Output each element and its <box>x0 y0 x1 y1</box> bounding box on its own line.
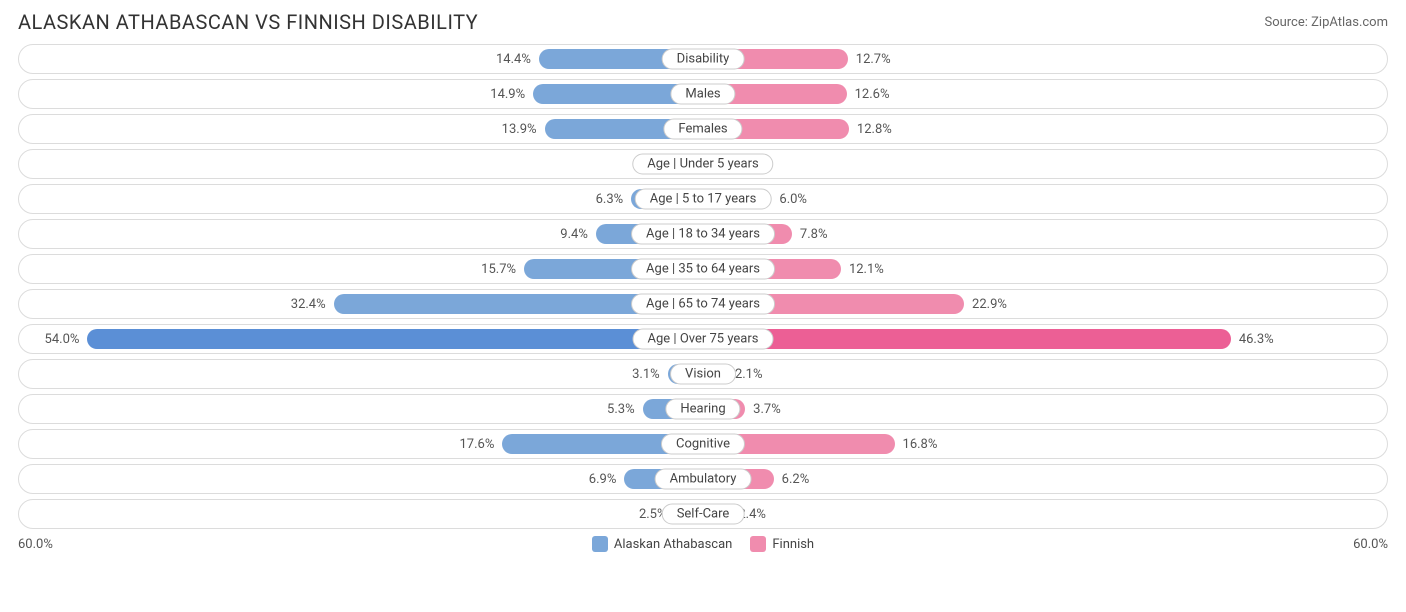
chart-row: 9.4% 7.8% Age | 18 to 34 years <box>18 219 1388 249</box>
category-label: Vision <box>670 364 736 385</box>
row-left-half: 3.1% <box>19 360 703 388</box>
right-value-label: 6.0% <box>771 192 815 207</box>
chart-row: 5.3% 3.7% Hearing <box>18 394 1388 424</box>
row-left-half: 2.5% <box>19 500 703 528</box>
row-right-half: 6.0% <box>703 185 1387 213</box>
axis-max-left: 60.0% <box>18 537 53 552</box>
chart-row: 14.4% 12.7% Disability <box>18 44 1388 74</box>
row-left-half: 14.4% <box>19 45 703 73</box>
category-label: Age | 65 to 74 years <box>631 294 775 315</box>
right-value-label: 16.8% <box>895 437 946 452</box>
left-value-label: 14.9% <box>482 87 533 102</box>
row-left-half: 1.5% <box>19 150 703 178</box>
legend-swatch-right <box>750 536 766 552</box>
chart-row: 14.9% 12.6% Males <box>18 79 1388 109</box>
row-left-half: 13.9% <box>19 115 703 143</box>
row-left-half: 15.7% <box>19 255 703 283</box>
left-value-label: 9.4% <box>552 227 596 242</box>
row-right-half: 16.8% <box>703 430 1387 458</box>
row-left-half: 54.0% <box>19 325 703 353</box>
chart-row: 54.0% 46.3% Age | Over 75 years <box>18 324 1388 354</box>
legend-item-left: Alaskan Athabascan <box>592 536 732 552</box>
row-right-half: 2.1% <box>703 360 1387 388</box>
left-bar <box>87 329 703 349</box>
row-right-half: 12.8% <box>703 115 1387 143</box>
right-value-label: 12.8% <box>849 122 900 137</box>
legend: Alaskan Athabascan Finnish <box>592 536 814 552</box>
row-right-half: 3.7% <box>703 395 1387 423</box>
left-value-label: 17.6% <box>452 437 503 452</box>
row-left-half: 6.9% <box>19 465 703 493</box>
chart-header: ALASKAN ATHABASCAN VS FINNISH DISABILITY… <box>0 0 1406 40</box>
chart-row: 6.9% 6.2% Ambulatory <box>18 464 1388 494</box>
left-value-label: 6.9% <box>581 472 625 487</box>
row-left-half: 32.4% <box>19 290 703 318</box>
chart-row: 13.9% 12.8% Females <box>18 114 1388 144</box>
category-label: Hearing <box>665 399 740 420</box>
row-left-half: 17.6% <box>19 430 703 458</box>
category-label: Females <box>663 119 742 140</box>
row-left-half: 14.9% <box>19 80 703 108</box>
row-right-half: 12.7% <box>703 45 1387 73</box>
category-label: Self-Care <box>662 504 745 525</box>
category-label: Males <box>670 84 735 105</box>
chart-source: Source: ZipAtlas.com <box>1264 15 1388 30</box>
row-right-half: 12.6% <box>703 80 1387 108</box>
chart-row: 17.6% 16.8% Cognitive <box>18 429 1388 459</box>
chart-row: 6.3% 6.0%Age | 5 to 17 years <box>18 184 1388 214</box>
row-right-half: 2.4% <box>703 500 1387 528</box>
row-right-half: 12.1% <box>703 255 1387 283</box>
right-value-label: 12.6% <box>847 87 898 102</box>
category-label: Age | 18 to 34 years <box>631 224 775 245</box>
left-value-label: 54.0% <box>37 332 88 347</box>
legend-label-right: Finnish <box>772 537 814 552</box>
row-left-half: 6.3% <box>19 185 703 213</box>
category-label: Disability <box>662 49 745 70</box>
row-right-half: 7.8% <box>703 220 1387 248</box>
right-value-label: 3.7% <box>745 402 789 417</box>
chart-row: 32.4% 22.9% Age | 65 to 74 years <box>18 289 1388 319</box>
category-label: Ambulatory <box>655 469 752 490</box>
category-label: Age | 35 to 64 years <box>631 259 775 280</box>
axis-legend-row: 60.0% Alaskan Athabascan Finnish 60.0% <box>0 534 1406 562</box>
left-value-label: 14.4% <box>488 52 539 67</box>
left-value-label: 15.7% <box>473 262 524 277</box>
category-label: Age | Under 5 years <box>632 154 773 175</box>
left-value-label: 5.3% <box>599 402 643 417</box>
left-value-label: 32.4% <box>283 297 334 312</box>
legend-label-left: Alaskan Athabascan <box>614 537 732 552</box>
row-left-half: 9.4% <box>19 220 703 248</box>
legend-item-right: Finnish <box>750 536 814 552</box>
chart-row: 1.5%1.6%Age | Under 5 years <box>18 149 1388 179</box>
row-left-half: 5.3% <box>19 395 703 423</box>
left-value-label: 6.3% <box>588 192 632 207</box>
row-right-half: 6.2% <box>703 465 1387 493</box>
right-value-label: 7.8% <box>792 227 836 242</box>
category-label: Cognitive <box>661 434 745 455</box>
left-value-label: 13.9% <box>494 122 545 137</box>
row-right-half: 1.6% <box>703 150 1387 178</box>
chart-row: 15.7% 12.1% Age | 35 to 64 years <box>18 254 1388 284</box>
axis-max-right: 60.0% <box>1353 537 1388 552</box>
chart-row: 3.1% 2.1%Vision <box>18 359 1388 389</box>
right-value-label: 6.2% <box>774 472 818 487</box>
right-bar <box>703 329 1231 349</box>
right-value-label: 12.1% <box>841 262 892 277</box>
row-right-half: 46.3% <box>703 325 1387 353</box>
right-value-label: 46.3% <box>1231 332 1282 347</box>
left-value-label: 3.1% <box>624 367 668 382</box>
category-label: Age | 5 to 17 years <box>635 189 772 210</box>
right-value-label: 12.7% <box>848 52 899 67</box>
right-value-label: 22.9% <box>964 297 1015 312</box>
row-right-half: 22.9% <box>703 290 1387 318</box>
legend-swatch-left <box>592 536 608 552</box>
chart-row: 2.5%2.4%Self-Care <box>18 499 1388 529</box>
category-label: Age | Over 75 years <box>633 329 774 350</box>
diverging-bar-chart: 14.4% 12.7% Disability 14.9% 12.6% Males 13.9%… <box>0 40 1406 529</box>
chart-title: ALASKAN ATHABASCAN VS FINNISH DISABILITY <box>18 10 478 34</box>
